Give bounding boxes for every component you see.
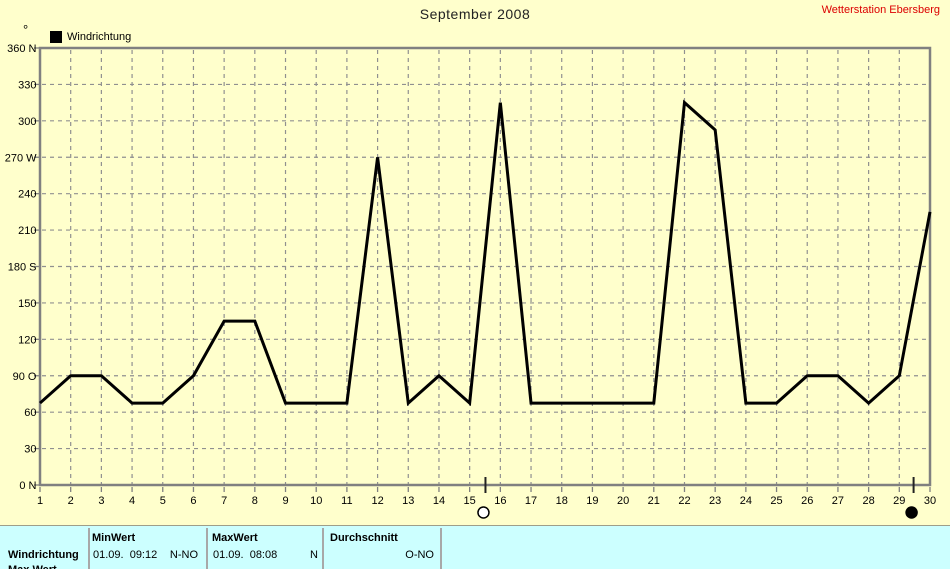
maxwert-value: N [310, 549, 318, 561]
x-tick-label: 28 [862, 495, 874, 507]
maxwert-datetime: 01.09. 08:08 [213, 549, 278, 561]
x-tick-label: 11 [341, 495, 352, 507]
y-tick-label: 210 [18, 225, 36, 237]
x-tick-label: 15 [464, 495, 476, 507]
x-tick-label: 13 [402, 495, 414, 507]
x-tick-label: 23 [709, 495, 721, 507]
maxwert-header: MaxWert [212, 532, 258, 544]
x-tick-label: 18 [556, 495, 568, 507]
x-tick-label: 25 [770, 495, 782, 507]
y-tick-label: 330 [18, 79, 36, 91]
table-column-separator [88, 528, 90, 569]
y-tick-label: 0 N [19, 480, 36, 492]
legend-series-label: Windrichtung [67, 31, 132, 43]
x-tick-label: 12 [371, 495, 383, 507]
x-tick-label: 1 [37, 495, 43, 507]
x-tick-label: 30 [924, 495, 936, 507]
station-label: Wetterstation Ebersberg [821, 4, 940, 16]
y-tick-label: 300 [18, 116, 36, 128]
y-tick-label: 30 [24, 444, 36, 456]
y-tick-label: 90 O [13, 371, 37, 383]
minwert-datetime: 01.09. 09:12 [93, 549, 158, 561]
y-tick-label: 60 [24, 407, 36, 419]
data-polyline-windrichtung [39, 99, 932, 407]
y-tick-label: 120 [18, 334, 36, 346]
x-tick-label: 21 [648, 495, 660, 507]
x-tick-label: 14 [433, 495, 445, 507]
legend: Windrichtung [50, 30, 131, 44]
x-tick-label: 2 [68, 495, 74, 507]
x-tick-label: 10 [310, 495, 322, 507]
y-axis-unit-label: ° [23, 22, 29, 37]
table-column-separator [440, 528, 442, 569]
y-tick-label: 240 [18, 189, 36, 201]
y-tick-label: 180 S [8, 262, 37, 274]
full-moon-icon [477, 506, 490, 519]
minwert-header: MinWert [92, 532, 136, 544]
table-column-separator [322, 528, 324, 569]
x-tick-label: 8 [252, 495, 258, 507]
x-tick-label: 22 [678, 495, 690, 507]
table-column-separator [206, 528, 208, 569]
stats-table: Windrichtung MinWert 01.09. 09:12 N-NO M… [0, 525, 950, 569]
x-tick-label: 7 [221, 495, 227, 507]
y-tick-label: 150 [18, 298, 36, 310]
x-tick-label: 4 [129, 495, 135, 507]
x-tick-label: 20 [617, 495, 629, 507]
x-tick-label: 6 [190, 495, 196, 507]
x-tick-label: 5 [160, 495, 166, 507]
durchschnitt-header: Durchschnitt [330, 532, 398, 544]
x-tick-label: 27 [832, 495, 844, 507]
x-tick-label: 16 [494, 495, 506, 507]
y-tick-label: 270 W [5, 152, 37, 164]
new-moon-icon [905, 506, 918, 519]
minwert-value: N-NO [169, 549, 198, 561]
x-tick-label: 24 [740, 495, 752, 507]
y-tick-label: 360 N [7, 43, 36, 55]
x-tick-label: 17 [525, 495, 537, 507]
x-tick-label: 9 [282, 495, 288, 507]
stats-row-label: Windrichtung [8, 549, 79, 561]
x-tick-label: 29 [893, 495, 905, 507]
x-tick-label: 26 [801, 495, 813, 507]
stats-next-row-label-cutoff: Max.Wert [8, 564, 57, 569]
x-tick-label: 19 [586, 495, 598, 507]
chart-title: September 2008 [419, 6, 531, 22]
durchschnitt-value: O-NO [405, 549, 434, 561]
legend-swatch-icon [50, 31, 62, 43]
x-tick-label: 3 [98, 495, 104, 507]
